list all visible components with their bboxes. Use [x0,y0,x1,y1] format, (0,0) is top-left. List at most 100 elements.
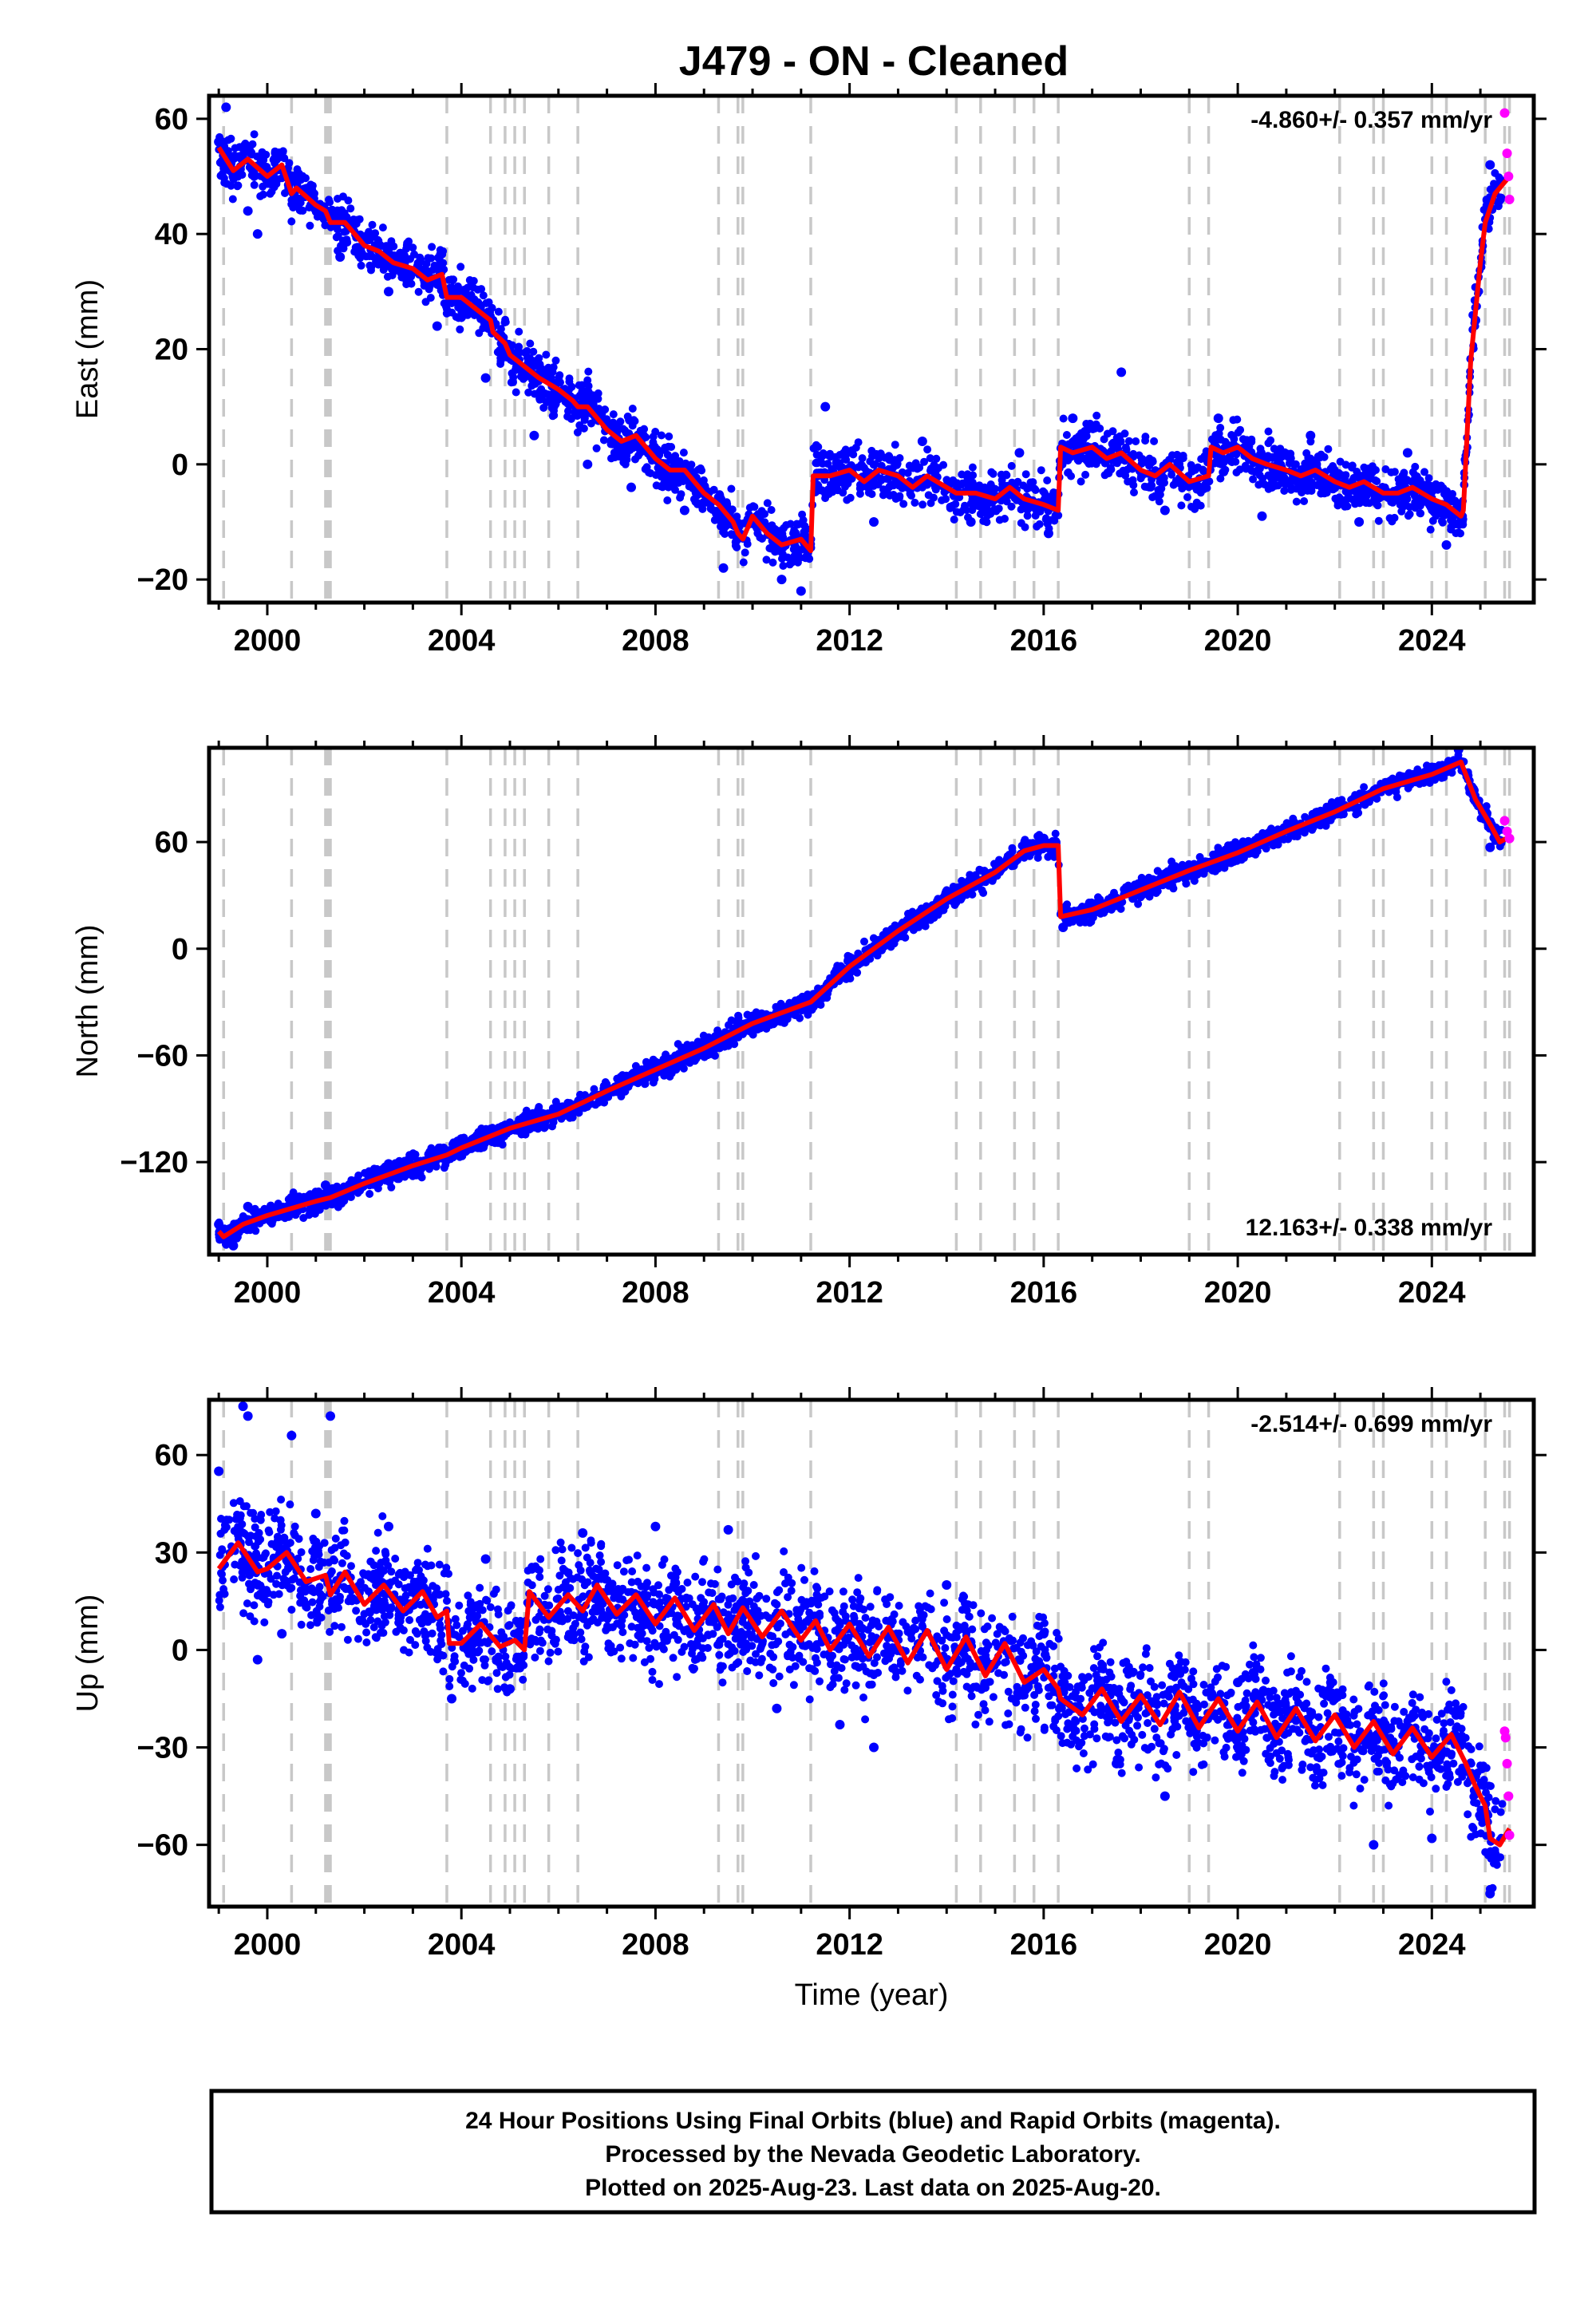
rapid-orbit-point-east-0 [1499,108,1510,118]
y-tick-label-up-4: 60 [155,1439,188,1472]
axes-frame-north [207,745,1536,1257]
plot-area-north [214,748,1515,1255]
final-orbit-point-up-9 [447,1694,457,1704]
footer-line-dates: Plotted on 2025-Aug-23. Last data on 202… [585,2175,1161,2201]
final-orbit-point-east-25 [1159,505,1170,516]
final-orbit-point-up-16 [835,1720,845,1730]
y-tick-label-east-2: 20 [155,334,188,367]
final-orbit-point-up-23 [1329,1694,1340,1704]
final-orbit-point-east-11 [583,459,593,469]
x-tick-label-up-2024: 2024 [1398,1928,1466,1962]
final-orbit-point-up-17 [869,1742,879,1753]
final-orbit-point-east-21 [1014,448,1025,458]
final-orbit-point-up-3 [326,1411,336,1421]
final-orbit-point-east-9 [480,373,491,383]
final-orbit-point-north-5 [383,1159,393,1169]
rapid-orbit-point-north-0 [1499,816,1510,826]
x-tick-label-east-2016: 2016 [1010,624,1078,658]
footer-frame [209,2089,1537,2215]
rate-annotation-east: -4.860+/- 0.357 mm/yr [1250,107,1492,133]
final-orbit-point-up-12 [578,1528,588,1538]
final-orbit-point-east-5 [286,172,297,182]
final-orbit-point-north-12 [1038,833,1049,844]
final-orbit-point-north-14 [1136,878,1146,888]
final-orbit-point-up-26 [1451,1709,1461,1720]
final-orbit-point-up-10 [480,1554,491,1564]
final-orbit-point-north-6 [456,1134,467,1144]
final-orbit-point-east-3 [243,206,253,216]
final-orbit-point-up-7 [310,1508,321,1519]
y-axis-label-north: North (mm) [71,924,105,1077]
rapid-orbit-point-up-3 [1503,1791,1514,1801]
axes-frame-east [207,93,1536,605]
x-tick-label-up-2012: 2012 [816,1928,883,1962]
y-tick-label-north-1: −60 [137,1039,188,1073]
y-axis-label-up: Up (mm) [71,1595,105,1713]
y-tick-label-up-3: 30 [155,1536,188,1570]
rapid-orbit-point-east-3 [1504,194,1515,204]
final-orbit-point-north-13 [1058,923,1069,933]
y-tick-label-east-0: −20 [137,563,188,597]
final-orbit-point-north-17 [1427,762,1437,773]
y-axis-label-east: East (mm) [71,279,105,419]
final-orbit-point-east-24 [1116,367,1127,377]
final-orbit-point-east-12 [626,482,637,492]
final-orbit-point-up-6 [277,1629,287,1639]
final-orbit-point-up-11 [504,1684,515,1694]
x-tick-label-north-2008: 2008 [622,1276,689,1310]
final-orbit-point-east-15 [776,575,787,585]
x-tick-label-east-2004: 2004 [428,624,496,658]
axes-frame-up [207,1397,1536,1909]
final-orbit-point-up-14 [723,1524,733,1535]
panel-north: 2000 2004 2008 2012 2016 2020 2024 −120 −60 0 60 No… [71,735,1547,1310]
x-tick-label-up-2016: 2016 [1010,1928,1078,1962]
model-line-up [216,1540,1512,1848]
final-orbit-point-north-7 [553,1102,563,1113]
plot-area-up [214,1400,1515,1907]
final-orbit-point-north-10 [844,952,855,962]
final-orbit-point-east-31 [1441,539,1452,550]
final-orbit-point-east-10 [529,430,539,441]
final-orbit-point-up-27 [1485,1888,1495,1899]
final-orbit-point-north-15 [1233,840,1243,851]
rapid-orbit-point-east-1 [1502,148,1512,159]
final-orbit-point-north-4 [320,1180,330,1191]
final-orbit-point-east-29 [1354,516,1365,527]
x-axis-label-up: Time (year) [795,1978,949,2012]
final-orbit-point-up-2 [286,1430,297,1441]
final-orbit-point-east-7 [383,287,393,297]
final-orbit-point-up-15 [772,1703,782,1713]
rate-annotation-north: 12.163+/- 0.338 mm/yr [1246,1215,1493,1241]
x-tick-label-north-2024: 2024 [1398,1276,1466,1310]
x-tick-label-up-2008: 2008 [622,1928,689,1962]
y-tick-label-north-0: −120 [120,1146,188,1180]
final-orbit-point-east-17 [820,401,831,412]
final-orbit-point-north-8 [650,1057,661,1068]
final-orbit-cloud-points-north [215,751,1507,1249]
final-orbit-point-east-20 [966,516,976,527]
x-tick-label-east-2024: 2024 [1398,624,1466,658]
final-orbit-point-up-20 [1112,1758,1122,1769]
final-orbit-point-east-16 [796,586,806,596]
final-orbit-point-east-18 [869,516,879,527]
x-tick-label-east-2012: 2012 [816,624,883,658]
final-orbit-point-east-23 [1068,413,1078,424]
final-orbit-point-up-22 [1233,1678,1243,1688]
y-tick-label-east-4: 60 [155,103,188,136]
final-orbit-point-east-1 [221,102,231,113]
y-tick-label-north-3: 60 [155,826,188,860]
final-orbit-cloud-points-east [215,130,1506,570]
x-tick-label-up-2020: 2020 [1204,1928,1272,1962]
footer-box: 24 Hour Positions Using Final Orbits (bl… [209,2089,1537,2215]
y-tick-label-up-0: −60 [137,1829,188,1863]
footer-line-processed: Processed by the Nevada Geodetic Laborat… [605,2141,1140,2168]
final-orbit-point-east-28 [1306,430,1316,441]
final-orbit-point-up-8 [383,1521,393,1531]
model-line-east [216,146,1511,554]
x-tick-label-east-2008: 2008 [622,624,689,658]
final-orbit-point-east-2 [228,172,239,182]
rapid-orbit-point-up-2 [1502,1758,1512,1769]
y-tick-label-up-2: 0 [172,1634,188,1667]
final-orbit-point-up-0 [238,1401,248,1412]
